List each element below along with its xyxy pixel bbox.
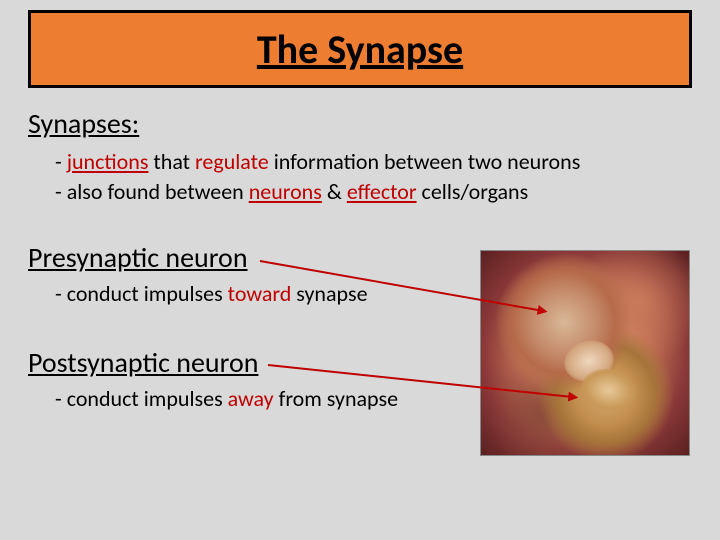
postsynaptic-heading: Postsynaptic neuron [28,345,258,380]
synapses-line1: - junctions that regulate information be… [55,148,580,175]
text-fragment: cells/organs [417,178,529,205]
text-fragment: synapse [291,280,367,307]
postsynaptic-line1: - conduct impulses away from synapse [55,385,398,412]
text-fragment: from synapse [274,385,398,412]
presynaptic-line1: - conduct impulses toward synapse [55,280,368,307]
synapse-image [480,250,690,456]
text-fragment: - also found between [55,178,249,205]
text-fragment: that [148,148,195,175]
title-box: The Synapse [28,10,692,88]
synapses-line2: - also found between neurons & effector … [55,178,528,205]
text-fragment: - conduct impulses [55,385,228,412]
keyword-toward: toward [228,280,292,307]
keyword-neurons: neurons [249,178,322,205]
text-fragment: - conduct impulses [55,280,228,307]
text-fragment: & [322,178,347,205]
presynaptic-heading: Presynaptic neuron [28,240,248,275]
keyword-effector: effector [347,178,417,205]
keyword-junctions: junctions [67,148,149,175]
keyword-away: away [228,385,274,412]
synapses-heading: Synapses: [28,106,139,141]
text-fragment: information between two neurons [269,148,581,175]
text-fragment: - [55,148,67,175]
page-title: The Synapse [257,25,463,74]
keyword-regulate: regulate [195,148,269,175]
